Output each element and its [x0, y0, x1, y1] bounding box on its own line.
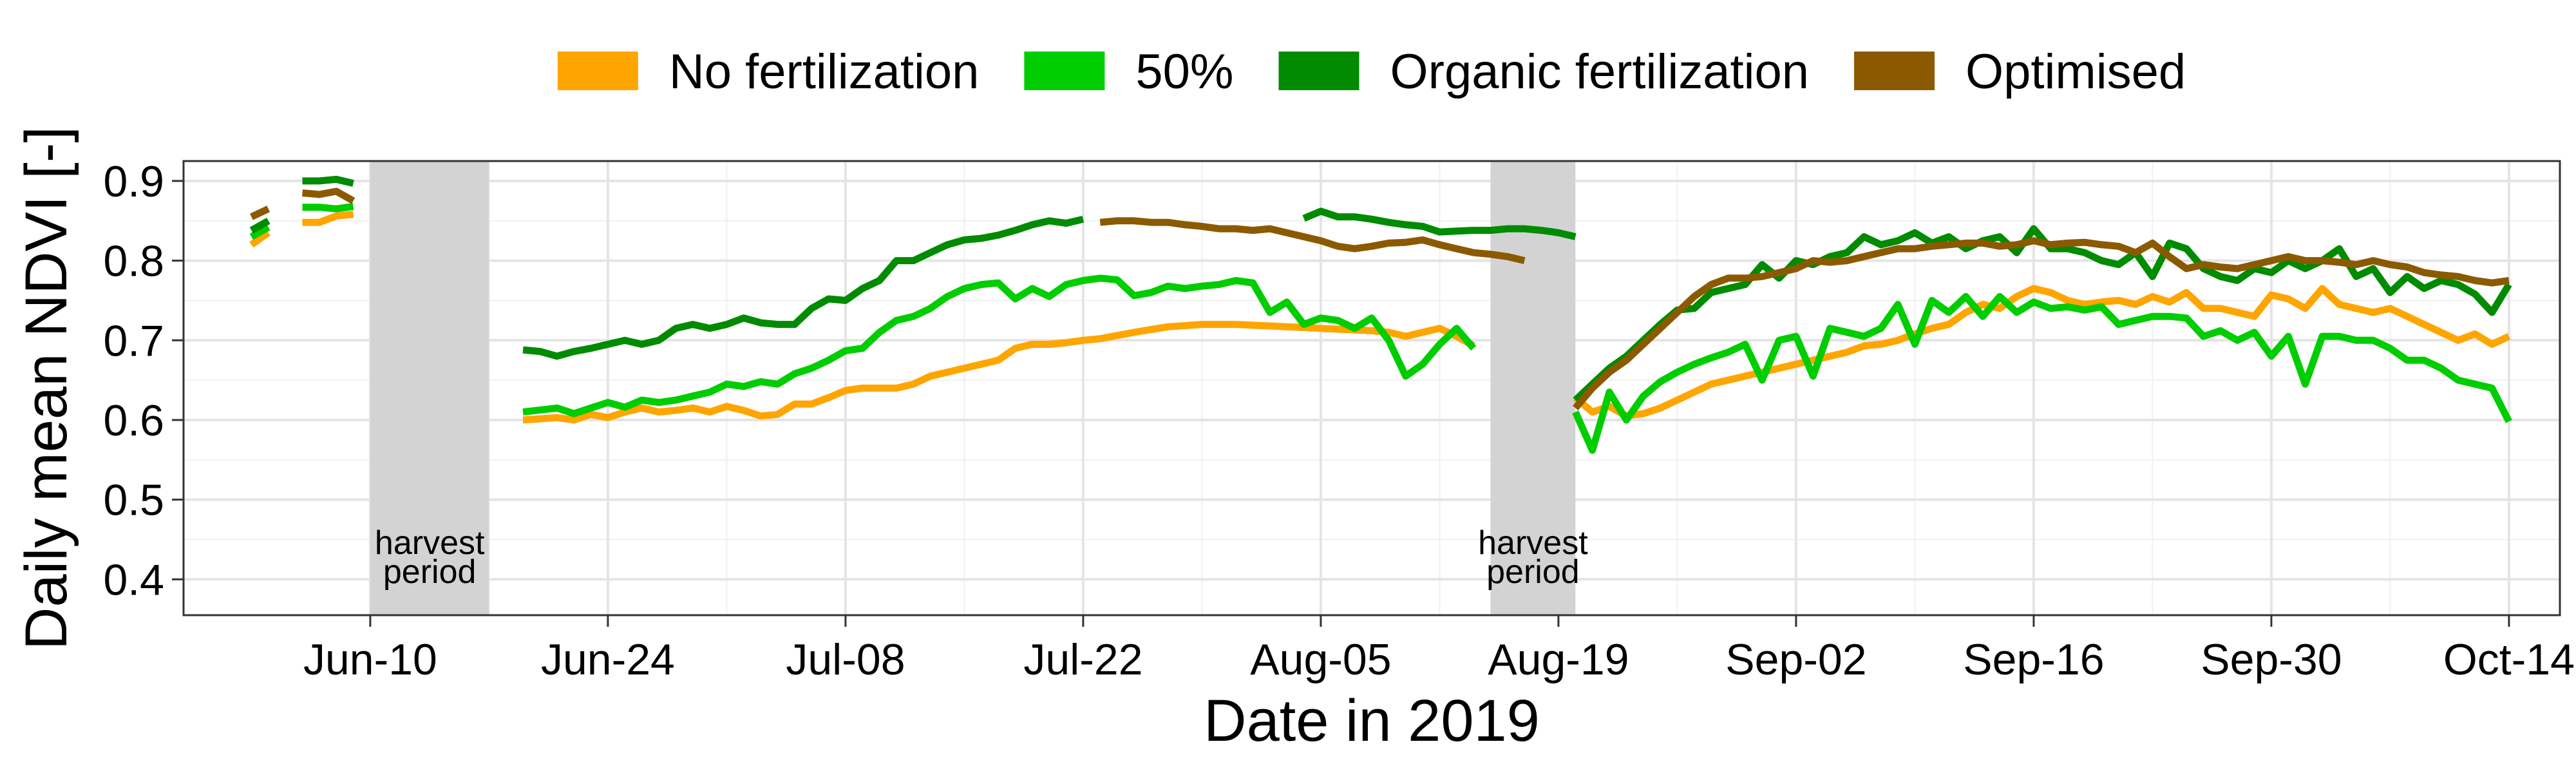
annotation-line1: harvest [375, 524, 485, 562]
x-tick-label: Aug-05 [1250, 635, 1391, 684]
plot-border [182, 160, 2561, 616]
series-line [1573, 225, 2512, 403]
legend-item: 50% [1024, 44, 1234, 99]
legend-key [1854, 52, 1935, 90]
x-tick-label: Jun-24 [541, 635, 675, 684]
legend-key [1024, 52, 1105, 90]
y-tick-label: 0.4 [103, 555, 164, 604]
annotation-line2: period [383, 553, 477, 591]
annotation-line2: period [1486, 553, 1580, 591]
series-line [1573, 237, 2510, 410]
x-tick-label: Jul-08 [786, 635, 905, 684]
plot-panel [184, 161, 2560, 615]
legend-label: No fertilization [669, 44, 980, 99]
y-axis-title: Daily mean NDVI [-] [14, 126, 79, 650]
x-tick-label: Jul-22 [1023, 635, 1142, 684]
series-line [1302, 207, 1577, 240]
legend-label: 50% [1135, 44, 1233, 99]
series-line [1573, 285, 2511, 420]
series-organic-fertilization [249, 175, 2512, 403]
y-tick-label: 0.7 [103, 316, 164, 365]
legend-label: Optimised [1965, 44, 2186, 99]
series-line [249, 229, 270, 248]
series-line [1099, 217, 1526, 264]
y-axis: 0.4 0.5 0.6 0.7 0.8 0.9 [103, 157, 184, 604]
x-tick-label: Aug-19 [1488, 635, 1629, 684]
series-line [250, 205, 270, 220]
series-lines [249, 175, 2512, 454]
legend-label: Organic fertilization [1390, 44, 1810, 99]
legend-key [557, 52, 638, 90]
legend-key [1278, 52, 1359, 90]
series-line [302, 203, 354, 213]
y-tick-label: 0.9 [103, 157, 164, 206]
series-line [1572, 292, 2512, 454]
y-tick-label: 0.6 [103, 396, 164, 445]
x-tick-label: Jun-10 [303, 635, 437, 684]
series-optimised [250, 187, 2510, 410]
harvest-shade [370, 161, 489, 615]
series-line [522, 321, 1475, 424]
series-line [249, 224, 270, 240]
x-axis-title: Date in 2019 [1204, 688, 1540, 754]
series-line [249, 218, 270, 234]
annotation-line1: harvest [1478, 524, 1588, 562]
x-tick-label: Sep-02 [1725, 635, 1866, 684]
series-line [522, 215, 1084, 360]
x-tick-label: Sep-30 [2201, 635, 2342, 684]
legend-item: Optimised [1854, 44, 2186, 99]
y-tick-label: 0.8 [103, 237, 164, 286]
legend: No fertilization 50% Organic fertilization… [557, 44, 2186, 99]
series-50 [249, 203, 2512, 454]
y-tick-label: 0.5 [103, 476, 164, 525]
legend-item: No fertilization [557, 44, 980, 99]
legend-item: Organic fertilization [1278, 44, 1810, 99]
x-tick-label: Sep-16 [1963, 635, 2104, 684]
harvest-shades [370, 161, 1576, 615]
series-line [302, 187, 355, 204]
series-no-fertilization [249, 211, 2511, 424]
series-line [302, 175, 354, 187]
x-axis: Jun-10 Jun-24 Jul-08 Jul-22 Aug-05 Aug-19 Sep-… [303, 615, 2575, 684]
x-tick-label: Oct-14 [2443, 635, 2575, 684]
grid-minor [184, 161, 2560, 615]
series-line [522, 274, 1477, 417]
series-line [302, 211, 354, 226]
